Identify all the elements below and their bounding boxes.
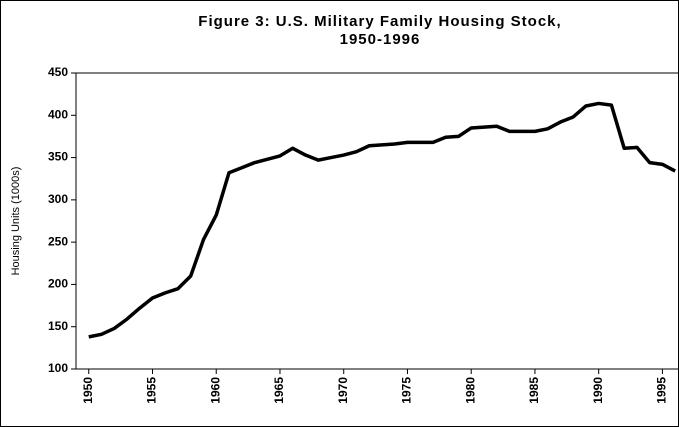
x-tick-label: 1970 xyxy=(336,377,350,404)
x-tick-label: 1950 xyxy=(81,377,95,404)
x-tick-label: 1975 xyxy=(400,377,414,404)
x-tick-label: 1965 xyxy=(272,377,286,404)
x-tick-label: 1955 xyxy=(145,377,159,404)
y-tick-label: 300 xyxy=(48,192,68,206)
data-line xyxy=(88,101,676,339)
x-tick-label: 1990 xyxy=(591,377,605,404)
x-tick-label: 1980 xyxy=(463,377,477,404)
y-axis-label: Housing Units (1000s) xyxy=(10,167,22,276)
y-tick-label: 150 xyxy=(48,319,68,333)
chart-subtitle: 1950-1996 xyxy=(340,31,421,48)
y-tick-label: 250 xyxy=(48,234,68,248)
y-tick-label: 350 xyxy=(48,150,68,164)
x-tick-label: 1995 xyxy=(655,377,669,404)
y-tick-label: 450 xyxy=(48,65,68,79)
y-tick-label: 400 xyxy=(48,107,68,121)
y-tick-label: 100 xyxy=(48,361,68,375)
x-tick-label: 1985 xyxy=(527,377,541,404)
plot-area xyxy=(75,72,679,370)
x-tick-label: 1960 xyxy=(208,377,222,404)
chart-title: Figure 3: U.S. Military Family Housing S… xyxy=(198,13,561,30)
y-tick-label: 200 xyxy=(48,277,68,291)
